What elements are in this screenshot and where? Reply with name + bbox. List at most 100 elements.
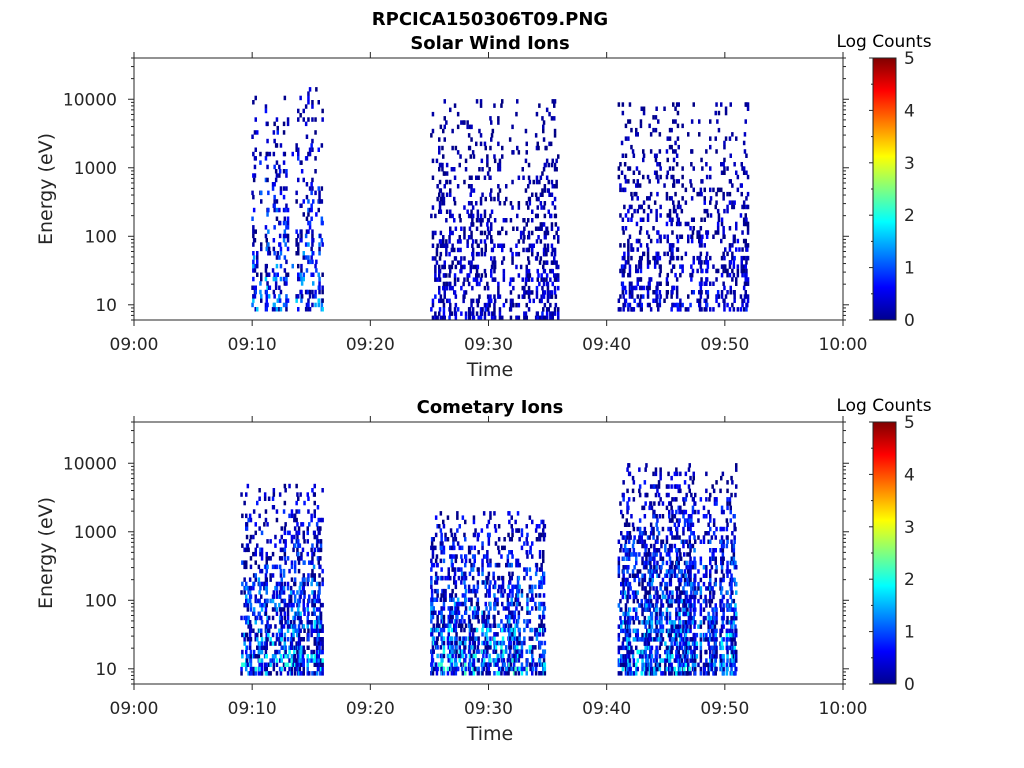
heatmap-cell: [746, 247, 749, 252]
heatmap-cell: [523, 226, 526, 231]
heatmap-cell: [265, 294, 268, 299]
heatmap-cell: [298, 598, 302, 604]
heatmap-cell: [724, 110, 728, 116]
heatmap-cell: [624, 671, 628, 676]
heatmap-cell: [628, 290, 632, 295]
heatmap-cell: [308, 307, 312, 312]
heatmap-cell: [283, 611, 287, 616]
heatmap-cell: [275, 207, 279, 213]
heatmap-cell: [517, 205, 521, 210]
heatmap-cell: [479, 277, 483, 282]
heatmap-cell: [689, 272, 692, 278]
heatmap-cell: [486, 281, 489, 287]
heatmap-cell: [619, 501, 622, 506]
heatmap-cell: [723, 298, 726, 303]
heatmap-cell: [306, 654, 309, 659]
heatmap-cell: [501, 247, 504, 253]
heatmap-cell: [481, 558, 484, 564]
heatmap-cell: [546, 247, 550, 253]
heatmap-cell: [664, 649, 667, 655]
heatmap-cell: [626, 594, 629, 600]
heatmap-cell: [510, 575, 513, 581]
heatmap-cell: [460, 614, 464, 620]
heatmap-cell: [477, 606, 480, 611]
heatmap-cell: [673, 535, 677, 540]
heatmap-cell: [442, 235, 445, 240]
heatmap-cell: [486, 294, 490, 299]
heatmap-cell: [717, 213, 721, 218]
heatmap-cell: [477, 571, 480, 577]
heatmap-cell: [653, 484, 656, 489]
heatmap-cell: [732, 260, 736, 265]
heatmap-cell: [659, 556, 662, 561]
heatmap-cell: [278, 242, 282, 247]
heatmap-cell: [240, 492, 243, 497]
heatmap-cell: [280, 581, 283, 587]
heatmap-cell: [743, 294, 747, 299]
heatmap-cell: [515, 584, 518, 590]
heatmap-cell: [542, 623, 546, 628]
heatmap-cell: [531, 277, 534, 282]
heatmap-cell: [293, 581, 297, 587]
heatmap-cell: [670, 221, 673, 227]
heatmap-cell: [436, 666, 439, 672]
heatmap-cell: [696, 191, 699, 197]
heatmap-cell: [680, 234, 684, 239]
heatmap-cell: [498, 188, 502, 193]
heatmap-cell: [282, 160, 286, 165]
heatmap-cell: [717, 187, 721, 193]
heatmap-cell: [537, 196, 540, 202]
colorbar-tick-label: 4: [904, 101, 915, 121]
heatmap-cell: [653, 264, 657, 269]
heatmap-cell: [475, 273, 478, 278]
heatmap-cell: [431, 158, 435, 164]
heatmap-cell: [283, 581, 287, 587]
heatmap-cell: [532, 298, 535, 304]
heatmap-cell: [254, 573, 257, 578]
heatmap-cell: [275, 199, 279, 204]
heatmap-cell: [271, 307, 275, 312]
heatmap-cell: [649, 565, 653, 570]
heatmap-cell: [703, 208, 706, 214]
heatmap-cell: [447, 645, 450, 650]
heatmap-cell: [665, 620, 669, 625]
heatmap-cell: [744, 264, 747, 269]
heatmap-cell: [308, 225, 312, 230]
heatmap-cell: [313, 611, 316, 616]
colorbar-tick-label: 5: [904, 49, 915, 69]
heatmap-cell: [642, 149, 645, 154]
heatmap-cell: [300, 590, 303, 595]
heatmap-cell: [480, 251, 484, 257]
heatmap-cell: [733, 255, 736, 261]
heatmap-cell: [646, 285, 650, 291]
heatmap-cell: [526, 601, 529, 607]
heatmap-cell: [446, 666, 450, 672]
heatmap-cell: [256, 272, 259, 277]
heatmap-cell: [550, 226, 554, 231]
heatmap-cell: [664, 586, 667, 591]
heatmap-cell: [557, 315, 560, 321]
heatmap-cell: [245, 492, 248, 497]
heatmap-cell: [293, 628, 297, 633]
heatmap-cell: [260, 632, 263, 638]
heatmap-cell: [526, 610, 529, 615]
heatmap-cell: [472, 584, 476, 590]
heatmap-cell: [464, 537, 467, 542]
heatmap-cell: [252, 671, 256, 676]
heatmap-cell: [621, 217, 625, 222]
heatmap-cell: [265, 568, 268, 574]
heatmap-cell: [254, 285, 257, 290]
heatmap-cell: [511, 584, 514, 590]
heatmap-cell: [485, 575, 488, 581]
heatmap-cell: [247, 671, 250, 676]
heatmap-cell: [541, 171, 544, 176]
heatmap-cell: [249, 607, 253, 612]
heatmap-cell: [275, 216, 279, 221]
heatmap-cell: [458, 658, 461, 663]
heatmap-cell: [461, 601, 465, 607]
heatmap-cell: [439, 558, 443, 564]
heatmap-cell: [317, 207, 320, 213]
heatmap-cell: [690, 264, 693, 269]
heatmap-cell: [307, 289, 310, 295]
heatmap-cell: [628, 548, 632, 553]
